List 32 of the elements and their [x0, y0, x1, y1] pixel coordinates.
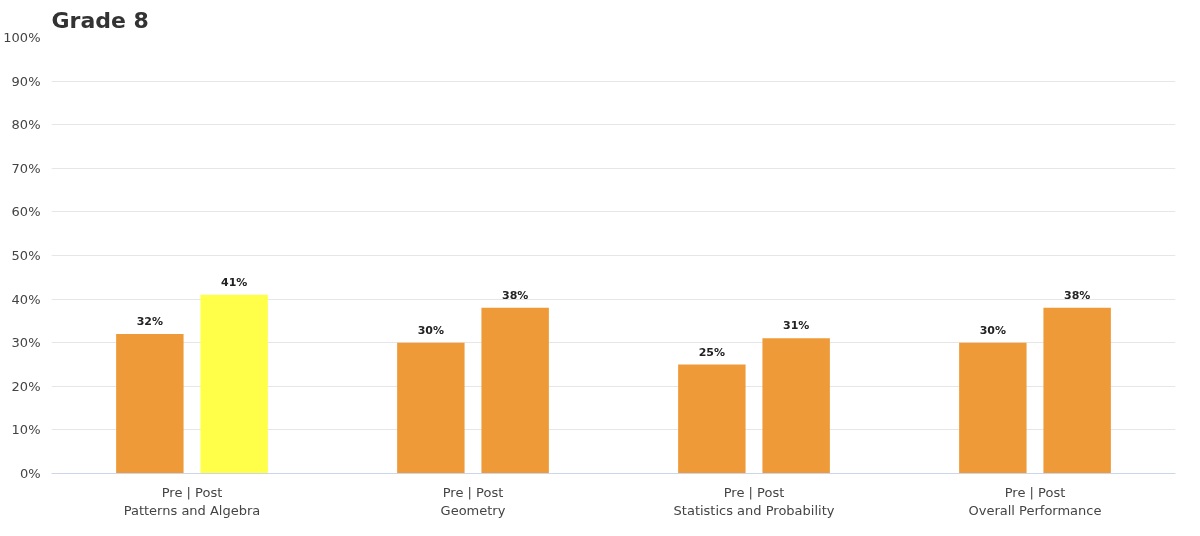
- bar: [959, 342, 1027, 474]
- y-tick-label: 30%: [11, 335, 41, 351]
- y-tick-label: 90%: [11, 73, 41, 89]
- data-label: 41%: [220, 275, 248, 289]
- chart-title: Grade 8: [51, 7, 149, 33]
- y-tick-label: 0%: [19, 466, 41, 481]
- bar: [1043, 307, 1111, 474]
- data-label: 38%: [1063, 288, 1091, 302]
- data-label: 25%: [698, 345, 726, 359]
- data-label: 38%: [501, 288, 529, 302]
- data-label: 31%: [782, 319, 810, 333]
- bar: [762, 338, 830, 474]
- x-tick-label: Pre | Post Statistics and Probability: [673, 484, 835, 518]
- y-tick-label: 40%: [11, 291, 41, 307]
- y-tick-label: 100%: [3, 30, 41, 45]
- y-tick-label: 80%: [11, 117, 41, 133]
- y-tick-label: 50%: [11, 248, 41, 263]
- data-label: 30%: [979, 323, 1007, 337]
- bar: [116, 333, 184, 474]
- y-tick-label: 10%: [11, 422, 41, 438]
- data-label: 30%: [417, 323, 445, 337]
- bar: [678, 364, 746, 474]
- x-tick-label: Pre | Post Patterns and Algebra: [123, 484, 261, 518]
- y-tick-label: 70%: [11, 160, 41, 176]
- x-tick-label: Pre | Post Overall Performance: [968, 484, 1102, 518]
- data-label: 32%: [136, 314, 164, 328]
- y-tick-label: 60%: [11, 204, 41, 220]
- x-tick-label: Pre | Post Geometry: [440, 484, 506, 518]
- y-tick-label: 20%: [11, 378, 41, 394]
- bar: [481, 307, 549, 474]
- bar: [397, 342, 465, 474]
- bar: [200, 294, 268, 474]
